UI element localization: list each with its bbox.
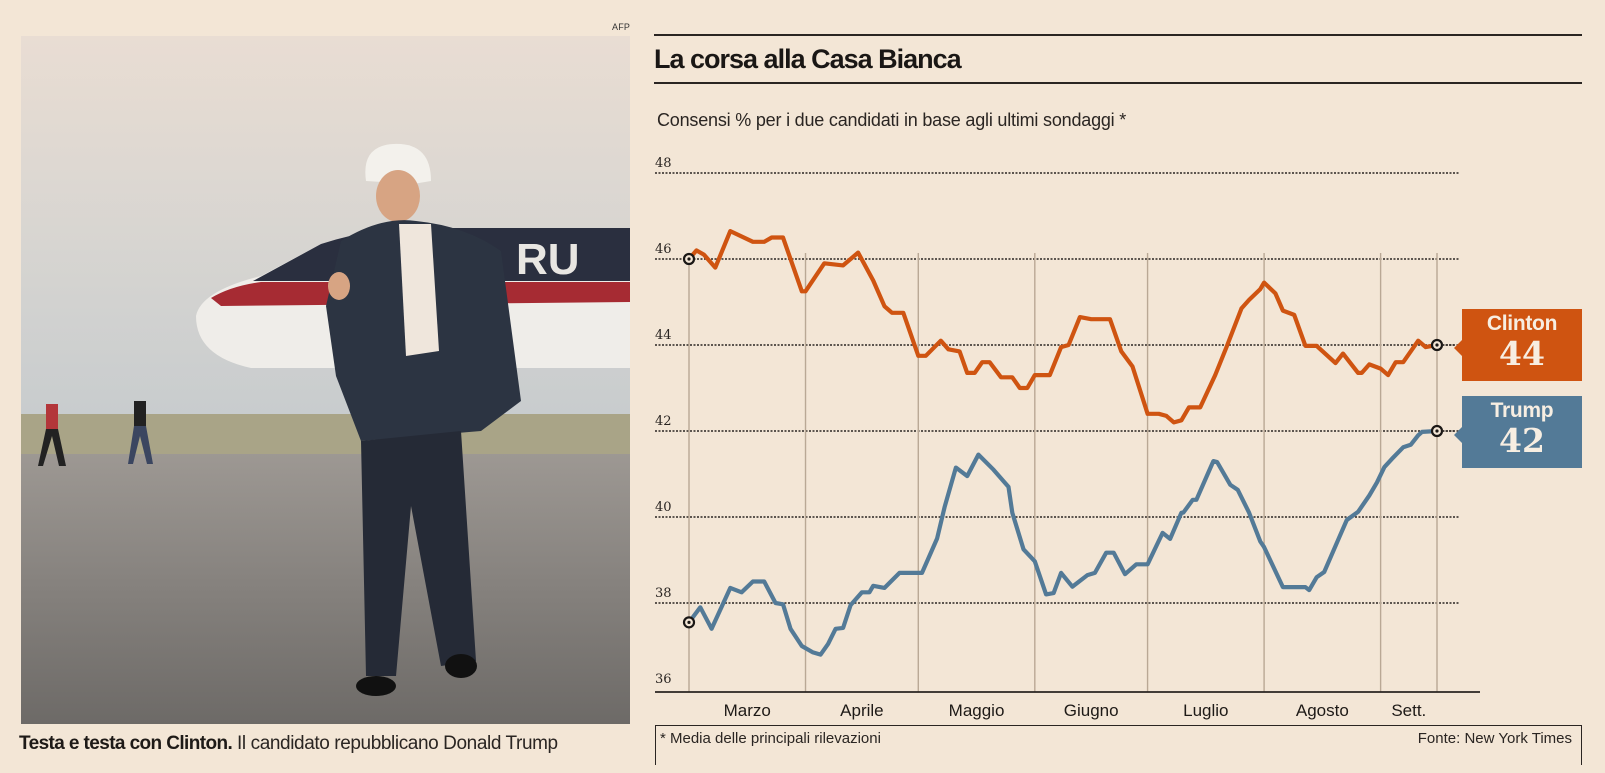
photo-caption: Testa e testa con Clinton. Il candidato … <box>19 733 558 755</box>
y-tick-label: 40 <box>655 500 672 515</box>
news-photo: RU <box>21 36 630 724</box>
svg-text:RU: RU <box>516 235 580 284</box>
x-tick-label: Luglio <box>1183 701 1228 720</box>
source-credit: Fonte: New York Times <box>1417 730 1572 747</box>
series-line-trump <box>686 428 1440 657</box>
month-boundaries <box>688 253 1438 692</box>
x-tick-label: Aprile <box>840 701 883 720</box>
y-tick-label: 48 <box>655 156 672 171</box>
x-tick-label: Agosto <box>1296 701 1349 720</box>
x-tick-label: Marzo <box>724 701 771 720</box>
trump-label-value: 42 <box>1499 421 1545 460</box>
x-tick-label: Sett. <box>1391 701 1426 720</box>
endpoint-markers <box>682 252 1454 629</box>
marker-dot <box>1435 343 1439 347</box>
tarmac <box>21 454 630 724</box>
grass <box>21 414 630 456</box>
caption-headline: Testa e testa con Clinton. <box>19 733 233 754</box>
y-tick-label: 42 <box>655 414 672 429</box>
photo-illustration: RU <box>21 36 630 724</box>
footnote: * Media delle principali rilevazioni <box>660 730 881 747</box>
caption-text: Il candidato repubblicano Donald Trump <box>232 733 558 754</box>
photo-credit: AFP <box>612 22 631 32</box>
y-axis-ticks: 36 38 40 42 44 46 48 <box>655 156 672 687</box>
clinton-value-label: Clinton 44 <box>1454 309 1582 381</box>
chart-title: La corsa alla Casa Bianca <box>654 44 962 74</box>
y-tick-label: 36 <box>655 672 672 687</box>
y-tick-label: 44 <box>655 328 672 343</box>
series-lines <box>686 229 1440 657</box>
clinton-label-name: Clinton <box>1486 312 1558 335</box>
y-tick-label: 46 <box>655 242 672 257</box>
top-rule <box>654 34 1582 36</box>
y-tick-label: 38 <box>655 586 672 601</box>
clinton-label-value: 44 <box>1499 334 1545 373</box>
x-axis-labels: Marzo Aprile Maggio Giugno Luglio Agosto Sett. <box>724 701 1427 720</box>
footer-box <box>655 725 1582 765</box>
series-line-clinton <box>686 229 1440 425</box>
trump-figure <box>326 143 521 696</box>
marker-dot <box>687 257 691 261</box>
x-tick-label: Maggio <box>949 701 1005 720</box>
x-tick-label: Giugno <box>1064 701 1119 720</box>
trump-label-name: Trump <box>1490 399 1554 422</box>
person-background <box>38 401 153 466</box>
trump-value-label: Trump 42 <box>1454 396 1582 468</box>
title-rule <box>654 82 1582 84</box>
chart-subtitle: Consensi % per i due candidati in base a… <box>657 110 1127 130</box>
marker-dot <box>1435 429 1439 433</box>
marker-dot <box>687 620 691 624</box>
